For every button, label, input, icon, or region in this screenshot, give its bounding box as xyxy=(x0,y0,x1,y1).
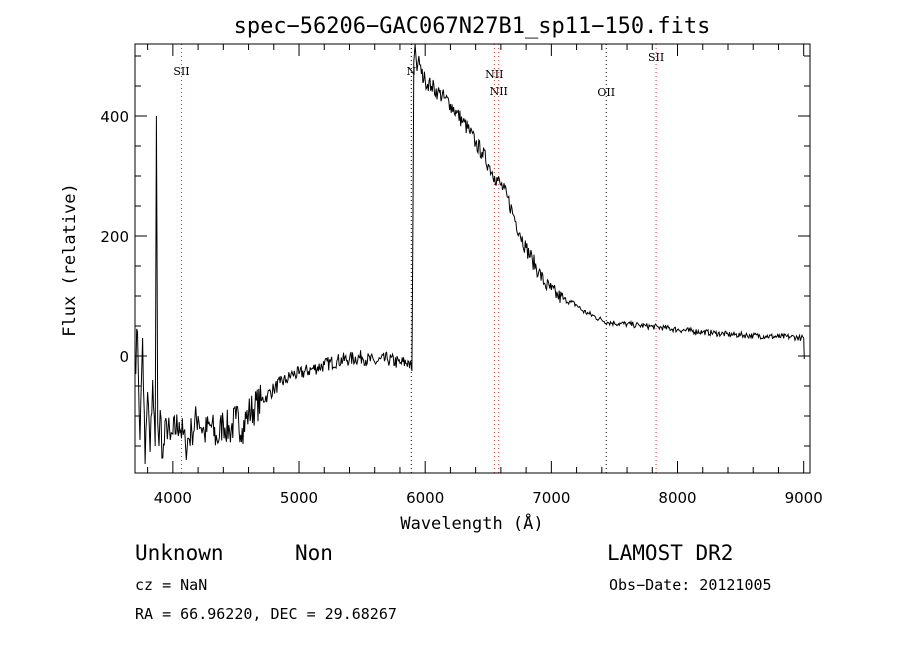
x-axis-label: Wavelength (Å) xyxy=(400,512,543,534)
chart-title: spec−56206−GAC067N27B1_sp11−150.fits xyxy=(234,14,711,39)
line-marker-label-4: OII xyxy=(597,86,615,99)
plot-frame xyxy=(134,43,811,474)
line-marker-label-1: N xyxy=(406,65,416,78)
spectrum-series xyxy=(134,43,805,465)
x-tick-label: 6000 xyxy=(406,489,444,507)
y-axis-label: Flux (relative) xyxy=(60,183,80,337)
subclass-label: Non xyxy=(295,541,333,565)
class-label: Unknown xyxy=(135,541,224,565)
y-tick-label: 400 xyxy=(100,108,129,126)
line-marker-label-5: SII xyxy=(648,51,664,64)
emission-line-markers: SII N NII NII OII SII xyxy=(173,44,664,473)
x-tick-label: 4000 xyxy=(154,489,192,507)
line-marker-label-3: NII xyxy=(490,85,508,98)
obs-date: Obs−Date: 20121005 xyxy=(609,576,772,594)
y-tick-label: 0 xyxy=(119,348,129,366)
survey-label: LAMOST DR2 xyxy=(607,541,734,565)
cz-value: cz = NaN xyxy=(135,576,208,594)
x-tick-label: 9000 xyxy=(785,489,823,507)
x-tick-label: 5000 xyxy=(280,489,318,507)
y-tick-label: 200 xyxy=(100,228,129,246)
spectrum-line xyxy=(134,43,805,465)
axes: 4000 5000 6000 7000 8000 9000 0 200 400 xyxy=(100,43,823,507)
coordinates: RA = 66.96220, DEC = 29.68267 xyxy=(135,605,397,623)
x-tick-label: 8000 xyxy=(658,489,696,507)
line-marker-label-2: NII xyxy=(485,68,503,81)
x-tick-label: 7000 xyxy=(532,489,570,507)
line-marker-label-0: SII xyxy=(173,65,189,78)
